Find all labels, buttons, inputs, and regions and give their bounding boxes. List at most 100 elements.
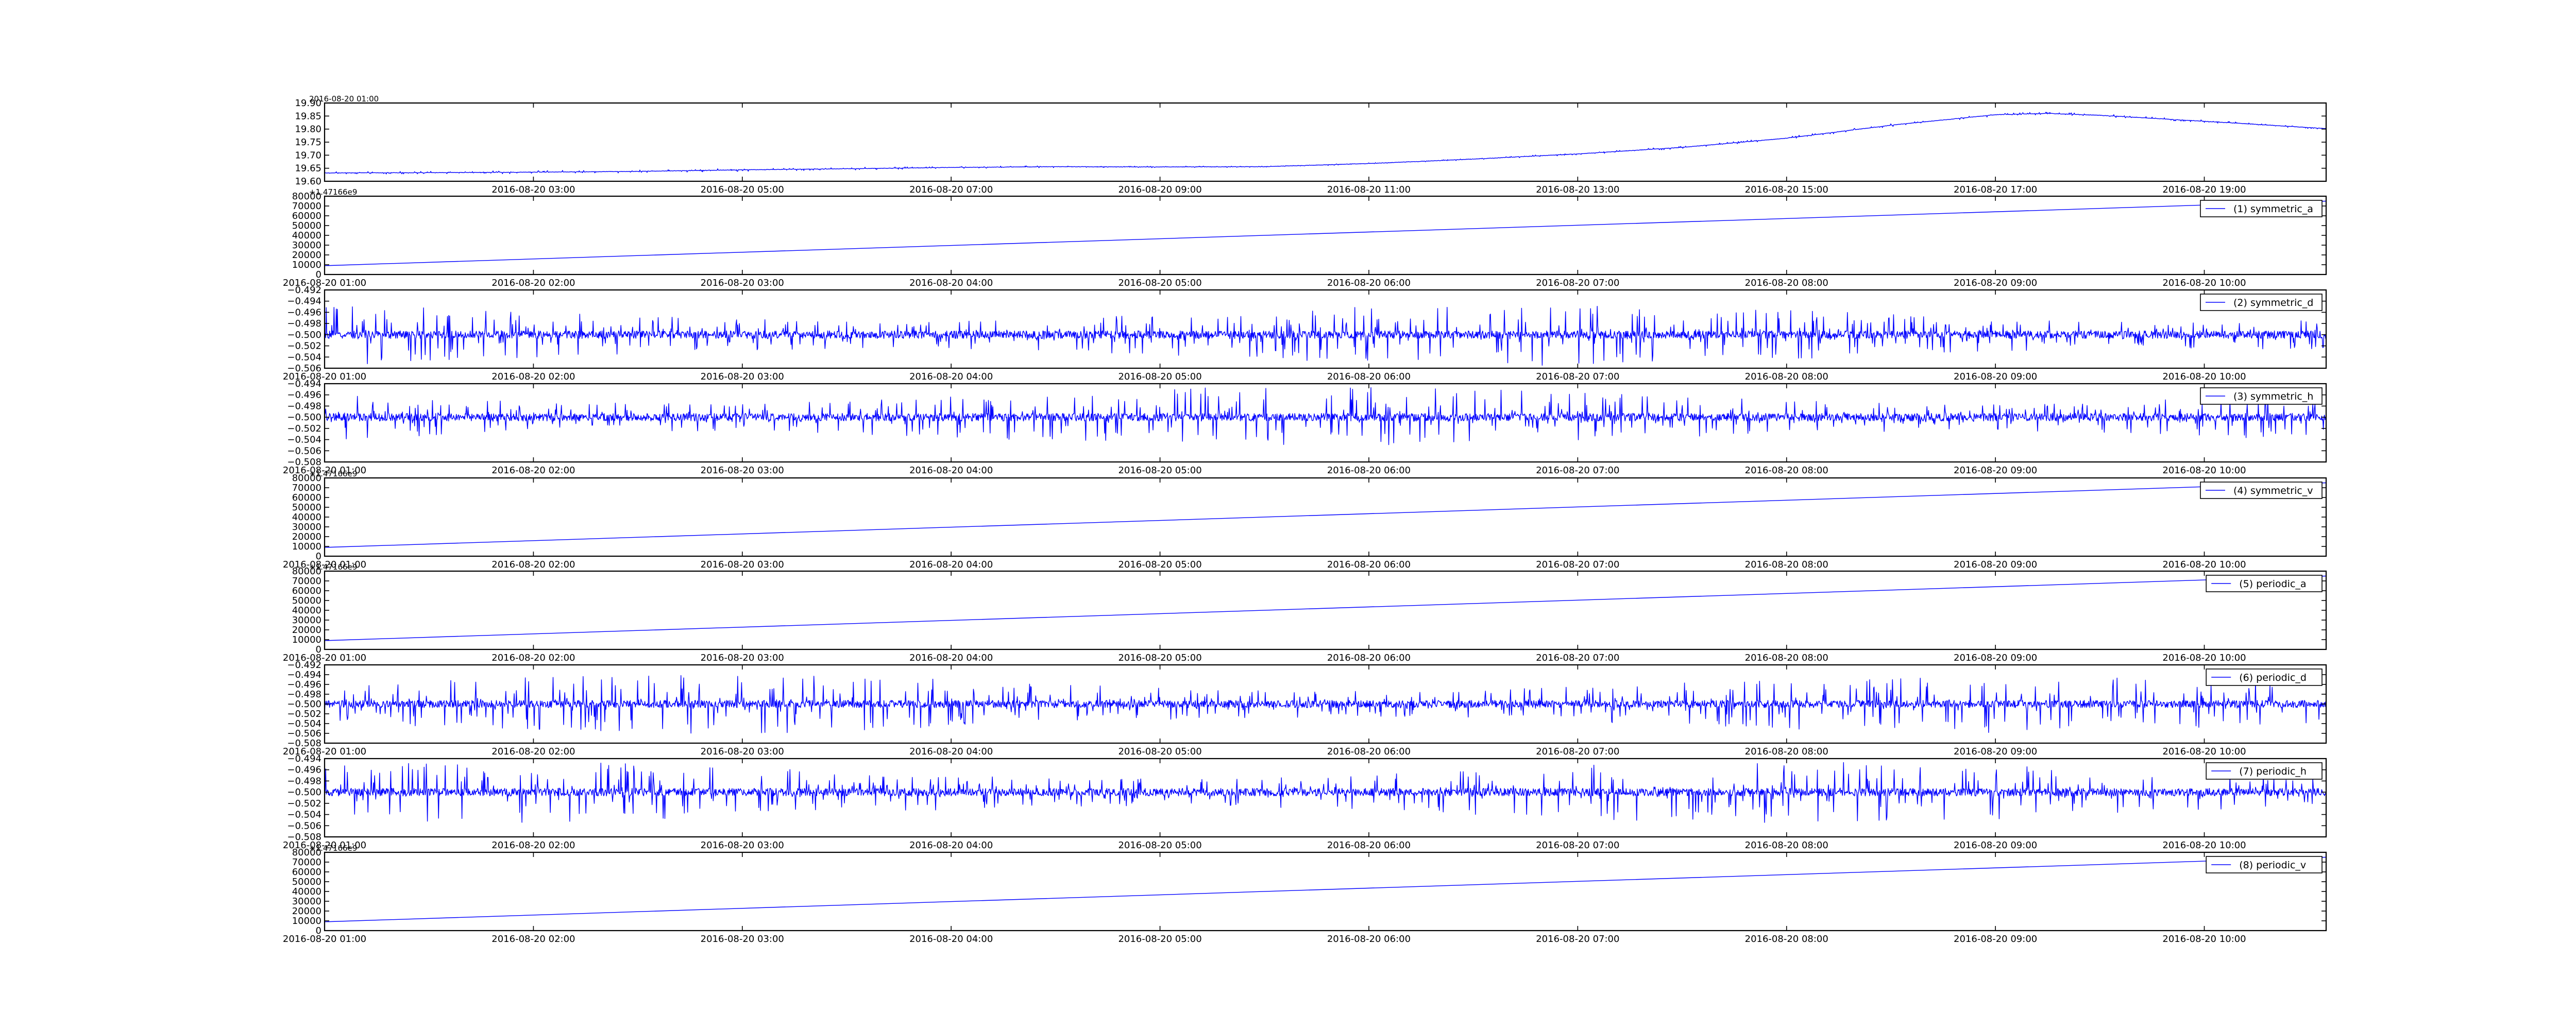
y-tick-label: 60000 bbox=[292, 867, 321, 878]
x-tick-label: 2016-08-20 02:00 bbox=[492, 465, 575, 476]
y-tick-label: −0.506 bbox=[287, 728, 321, 739]
y-tick-label: 50000 bbox=[292, 595, 321, 606]
x-tick-label: 2016-08-20 01:00 bbox=[283, 746, 366, 757]
x-tick-label: 2016-08-20 10:00 bbox=[2162, 465, 2246, 476]
x-tick-label: 2016-08-20 10:00 bbox=[2162, 746, 2246, 757]
y-tick-label: 0 bbox=[316, 551, 321, 562]
x-tick-label: 2016-08-20 06:00 bbox=[1327, 371, 1411, 382]
y-tick-label: −0.508 bbox=[287, 738, 321, 749]
x-tick-label: 2016-08-20 06:00 bbox=[1327, 653, 1411, 663]
x-tick-label: 2016-08-20 05:00 bbox=[1118, 278, 1201, 288]
y-tick-label: −0.504 bbox=[287, 352, 321, 363]
y-tick-label: 80000 bbox=[292, 191, 321, 202]
y-tick-label: 19.90 bbox=[295, 98, 321, 109]
x-tick-label: 2016-08-20 15:00 bbox=[1745, 184, 1828, 195]
x-tick-label: 2016-08-20 07:00 bbox=[909, 184, 993, 195]
y-tick-label: 19.80 bbox=[295, 124, 321, 135]
x-tick-label: 2016-08-20 03:00 bbox=[701, 653, 784, 663]
y-tick-label: −0.500 bbox=[287, 787, 321, 798]
x-tick-label: 2016-08-20 10:00 bbox=[2162, 653, 2246, 663]
legend-label: (6) periodic_d bbox=[2239, 672, 2307, 683]
x-tick-label: 2016-08-20 04:00 bbox=[909, 840, 993, 851]
y-tick-label: 60000 bbox=[292, 492, 321, 503]
x-tick-label: 2016-08-20 04:00 bbox=[909, 465, 993, 476]
subplot-5: 0100002000030000400005000060000700008000… bbox=[283, 469, 2327, 570]
legend: (8) periodic_v bbox=[2206, 856, 2323, 873]
x-tick-label: 2016-08-20 07:00 bbox=[1536, 371, 1619, 382]
y-tick-label: 80000 bbox=[292, 566, 321, 577]
series-line-9 bbox=[325, 856, 2326, 922]
y-tick-label: −0.500 bbox=[287, 330, 321, 340]
x-tick-label: 2016-08-20 06:00 bbox=[1327, 278, 1411, 288]
x-tick-label: 2016-08-20 05:00 bbox=[1118, 559, 1201, 570]
series-line-5 bbox=[325, 482, 2326, 548]
y-tick-label: 30000 bbox=[292, 240, 321, 251]
x-tick-label: 2016-08-20 09:00 bbox=[1954, 371, 2037, 382]
y-tick-label: 30000 bbox=[292, 615, 321, 626]
subplot-4: −0.508−0.506−0.504−0.502−0.500−0.498−0.4… bbox=[283, 379, 2327, 476]
x-tick-label: 2016-08-20 05:00 bbox=[1118, 465, 1201, 476]
axes-frame bbox=[324, 851, 2327, 932]
axes-frame bbox=[324, 477, 2327, 557]
y-tick-label: −0.500 bbox=[287, 699, 321, 710]
x-tick-label: 2016-08-20 10:00 bbox=[2162, 559, 2246, 570]
y-tick-label: −0.498 bbox=[287, 318, 321, 329]
axes-frame bbox=[324, 289, 2327, 369]
legend: (7) periodic_h bbox=[2206, 762, 2323, 780]
subplot-8: −0.508−0.506−0.504−0.502−0.500−0.498−0.4… bbox=[283, 753, 2327, 851]
x-tick-label: 2016-08-20 03:00 bbox=[492, 184, 575, 195]
y-tick-label: 50000 bbox=[292, 502, 321, 513]
y-tick-label: 60000 bbox=[292, 211, 321, 221]
x-tick-label: 2016-08-20 07:00 bbox=[1536, 840, 1619, 851]
x-tick-label: 2016-08-20 04:00 bbox=[909, 559, 993, 570]
legend-label: (7) periodic_h bbox=[2239, 766, 2307, 777]
y-tick-label: −0.506 bbox=[287, 820, 321, 831]
x-tick-label: 2016-08-20 08:00 bbox=[1745, 371, 1828, 382]
y-tick-label: −0.504 bbox=[287, 718, 321, 729]
x-tick-label: 2016-08-20 02:00 bbox=[492, 934, 575, 945]
legend-label: (8) periodic_v bbox=[2239, 860, 2306, 871]
y-tick-label: 70000 bbox=[292, 857, 321, 868]
x-tick-label: 2016-08-20 06:00 bbox=[1327, 840, 1411, 851]
subplot-6: 0100002000030000400005000060000700008000… bbox=[283, 562, 2327, 663]
y-tick-label: −0.494 bbox=[287, 753, 321, 764]
x-tick-label: 2016-08-20 06:00 bbox=[1327, 934, 1411, 945]
y-tick-label: 50000 bbox=[292, 877, 321, 887]
y-tick-label: 20000 bbox=[292, 531, 321, 542]
y-tick-label: −0.500 bbox=[287, 412, 321, 423]
x-tick-label: 2016-08-20 10:00 bbox=[2162, 840, 2246, 851]
y-tick-label: −0.506 bbox=[287, 445, 321, 456]
x-tick-label: 2016-08-20 09:00 bbox=[1954, 278, 2037, 288]
axes-frame bbox=[324, 758, 2327, 838]
y-tick-label: 40000 bbox=[292, 605, 321, 616]
x-tick-label: 2016-08-20 08:00 bbox=[1745, 840, 1828, 851]
x-tick-label: 2016-08-20 03:00 bbox=[701, 746, 784, 757]
x-tick-label: 2016-08-20 10:00 bbox=[2162, 934, 2246, 945]
x-tick-label: 2016-08-20 02:00 bbox=[492, 278, 575, 288]
y-tick-label: −0.498 bbox=[287, 401, 321, 411]
x-tick-label: 2016-08-20 03:00 bbox=[701, 559, 784, 570]
legend: (3) symmetric_h bbox=[2200, 387, 2323, 405]
x-tick-label: 2016-08-20 09:00 bbox=[1954, 840, 2037, 851]
x-tick-label: 2016-08-20 02:00 bbox=[492, 653, 575, 663]
x-tick-label: 2016-08-20 04:00 bbox=[909, 371, 993, 382]
x-tick-label: 2016-08-20 09:00 bbox=[1954, 465, 2037, 476]
x-tick-label: 2016-08-20 08:00 bbox=[1745, 559, 1828, 570]
legend-label: (5) periodic_a bbox=[2239, 578, 2306, 590]
x-tick-label: 2016-08-20 04:00 bbox=[909, 746, 993, 757]
y-tick-label: −0.498 bbox=[287, 776, 321, 786]
x-tick-label: 2016-08-20 11:00 bbox=[1327, 184, 1411, 195]
y-tick-label: −0.494 bbox=[287, 296, 321, 307]
x-tick-label: 2016-08-20 08:00 bbox=[1745, 653, 1828, 663]
y-tick-label: 10000 bbox=[292, 541, 321, 552]
x-tick-label: 2016-08-20 01:00 bbox=[283, 559, 366, 570]
x-tick-label: 2016-08-20 03:00 bbox=[701, 934, 784, 945]
y-tick-label: 60000 bbox=[292, 586, 321, 596]
x-tick-label: 2016-08-20 02:00 bbox=[492, 559, 575, 570]
axes-frame bbox=[324, 195, 2327, 276]
y-tick-label: 80000 bbox=[292, 473, 321, 484]
y-tick-label: −0.502 bbox=[287, 798, 321, 809]
legend: (2) symmetric_d bbox=[2200, 294, 2323, 311]
x-tick-label: 2016-08-20 04:00 bbox=[909, 278, 993, 288]
